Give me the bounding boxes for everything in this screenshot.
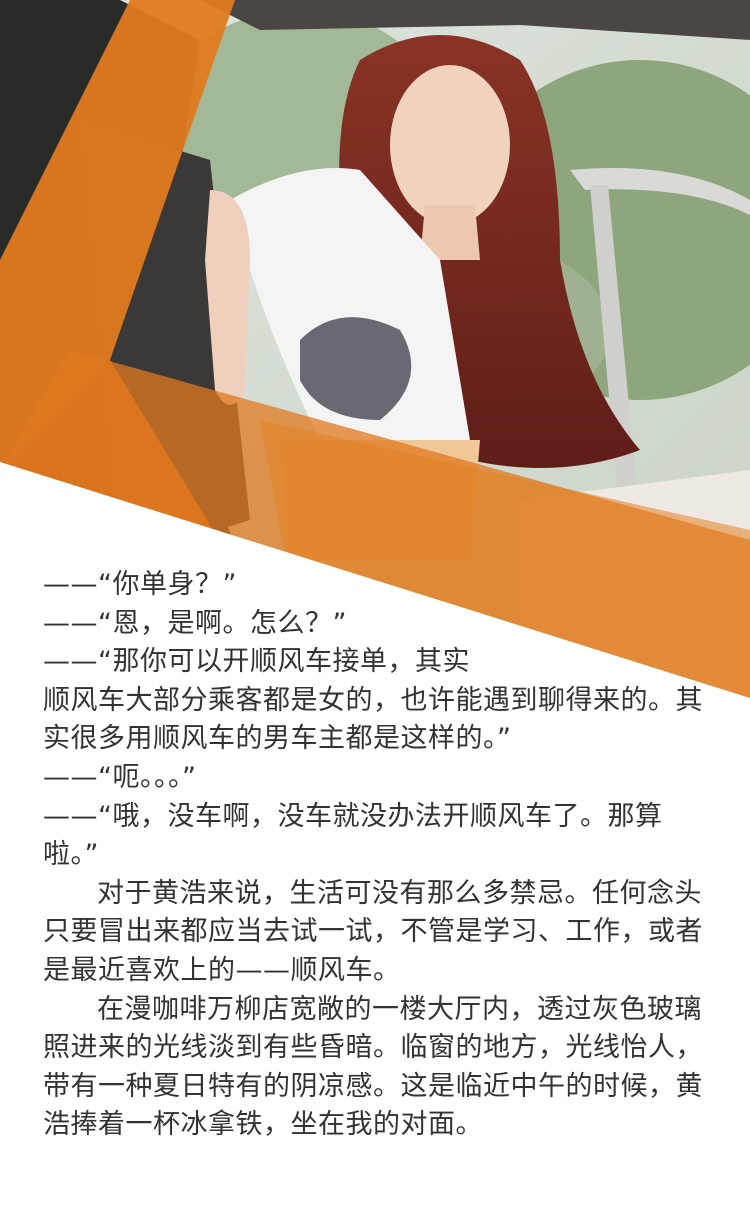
- dialogue-line: ——“你单身？”: [43, 569, 237, 600]
- orange-stripe-left: [0, 0, 235, 470]
- neck: [420, 205, 480, 260]
- face: [390, 65, 510, 225]
- paragraph: 在漫咖啡万柳店宽敞的一楼大厅内，透过灰色玻璃照进来的光线淡到有些昏暗。临窗的地方…: [43, 993, 703, 1141]
- page-cut: [0, 462, 750, 700]
- paragraph: 对于黄浩来说，生活可没有那么多禁忌。任何念头只要冒出来都应当去试一试，不管是学习…: [43, 877, 703, 986]
- dialogue-line: ——“呃。。。”: [43, 761, 197, 793]
- shirt-print: [300, 317, 412, 420]
- dialogue-line: ——“哦，没车啊，没车就没办法开顺风车了。那算啦。”: [43, 800, 663, 871]
- dialogue-line: ——“恩，是啊。怎么？”: [43, 607, 347, 639]
- hero-illustration: [0, 0, 750, 700]
- dialogue-line: ——“那你可以开顺风车接单，其实: [43, 646, 470, 678]
- arm: [205, 190, 250, 405]
- car-door-frame: [570, 168, 750, 215]
- dialogue-line: 顺风车大部分乘客都是女的，也许能遇到聊得来的。其实很多用顺风车的男车主都是这样的…: [43, 684, 703, 755]
- article-body: ——“你单身？” ——“恩，是啊。怎么？” ——“那你可以开顺风车接单，其实 顺…: [43, 566, 705, 1145]
- car-roof: [200, 0, 750, 40]
- hero-image: [0, 0, 750, 700]
